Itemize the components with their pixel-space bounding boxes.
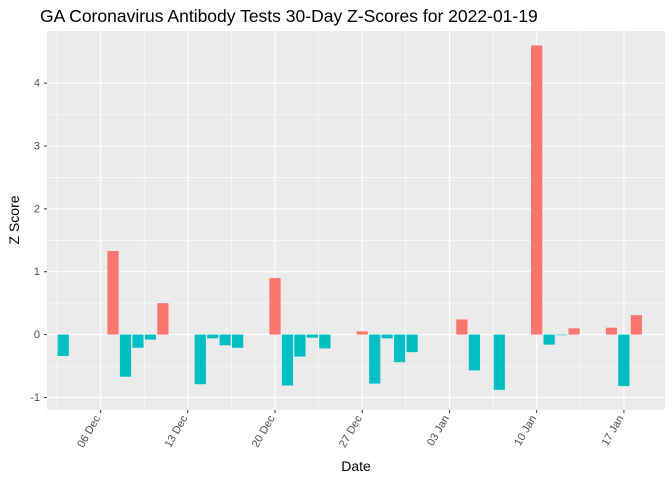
x-tick-label: 27 Dec: [337, 413, 365, 450]
y-tick-label: 4: [34, 78, 40, 90]
bars: [57, 45, 642, 390]
grid-lines: [47, 31, 665, 410]
x-tick-label: 03 Jan: [425, 414, 452, 449]
bar: [269, 278, 281, 335]
y-tick-label: 3: [34, 141, 40, 153]
bar: [406, 334, 418, 353]
bar: [306, 334, 318, 338]
plot-panel: [47, 31, 665, 410]
bar: [468, 334, 480, 371]
bar: [319, 334, 331, 349]
bar: [356, 331, 368, 335]
bar: [369, 334, 381, 384]
bar: [543, 334, 555, 345]
y-axis-label: Z Score: [6, 195, 22, 244]
bar: [119, 334, 132, 377]
bar: [157, 303, 169, 335]
bar: [381, 334, 393, 339]
bar: [232, 334, 244, 348]
bar: [493, 334, 505, 390]
y-tick-label: -1: [30, 392, 40, 404]
bar: [132, 334, 144, 348]
bar: [555, 334, 568, 336]
bar: [207, 334, 219, 339]
x-tick-label: 17 Jan: [600, 414, 627, 449]
y-tick-label: 1: [34, 266, 40, 278]
bar: [294, 334, 306, 357]
x-tick-label: 20 Dec: [250, 413, 278, 450]
bar: [107, 250, 119, 335]
bar: [630, 315, 642, 335]
x-tick-label: 13 Dec: [163, 413, 191, 450]
x-tick-label: 10 Jan: [512, 414, 539, 449]
chart-title: GA Coronavirus Antibody Tests 30-Day Z-S…: [40, 6, 538, 26]
bar: [57, 334, 69, 356]
bar: [531, 45, 543, 335]
bar: [568, 328, 580, 335]
x-tick-label: 06 Dec: [75, 413, 103, 450]
y-tick-label: 2: [34, 203, 40, 215]
bar: [456, 319, 468, 335]
bar: [194, 334, 206, 385]
bar: [219, 334, 231, 346]
bar: [281, 334, 294, 386]
bar: [144, 334, 157, 340]
x-axis-label: Date: [341, 458, 371, 474]
y-tick-label: 0: [34, 329, 40, 341]
bar: [618, 334, 630, 387]
bar: [605, 327, 618, 335]
bar: [394, 334, 406, 363]
